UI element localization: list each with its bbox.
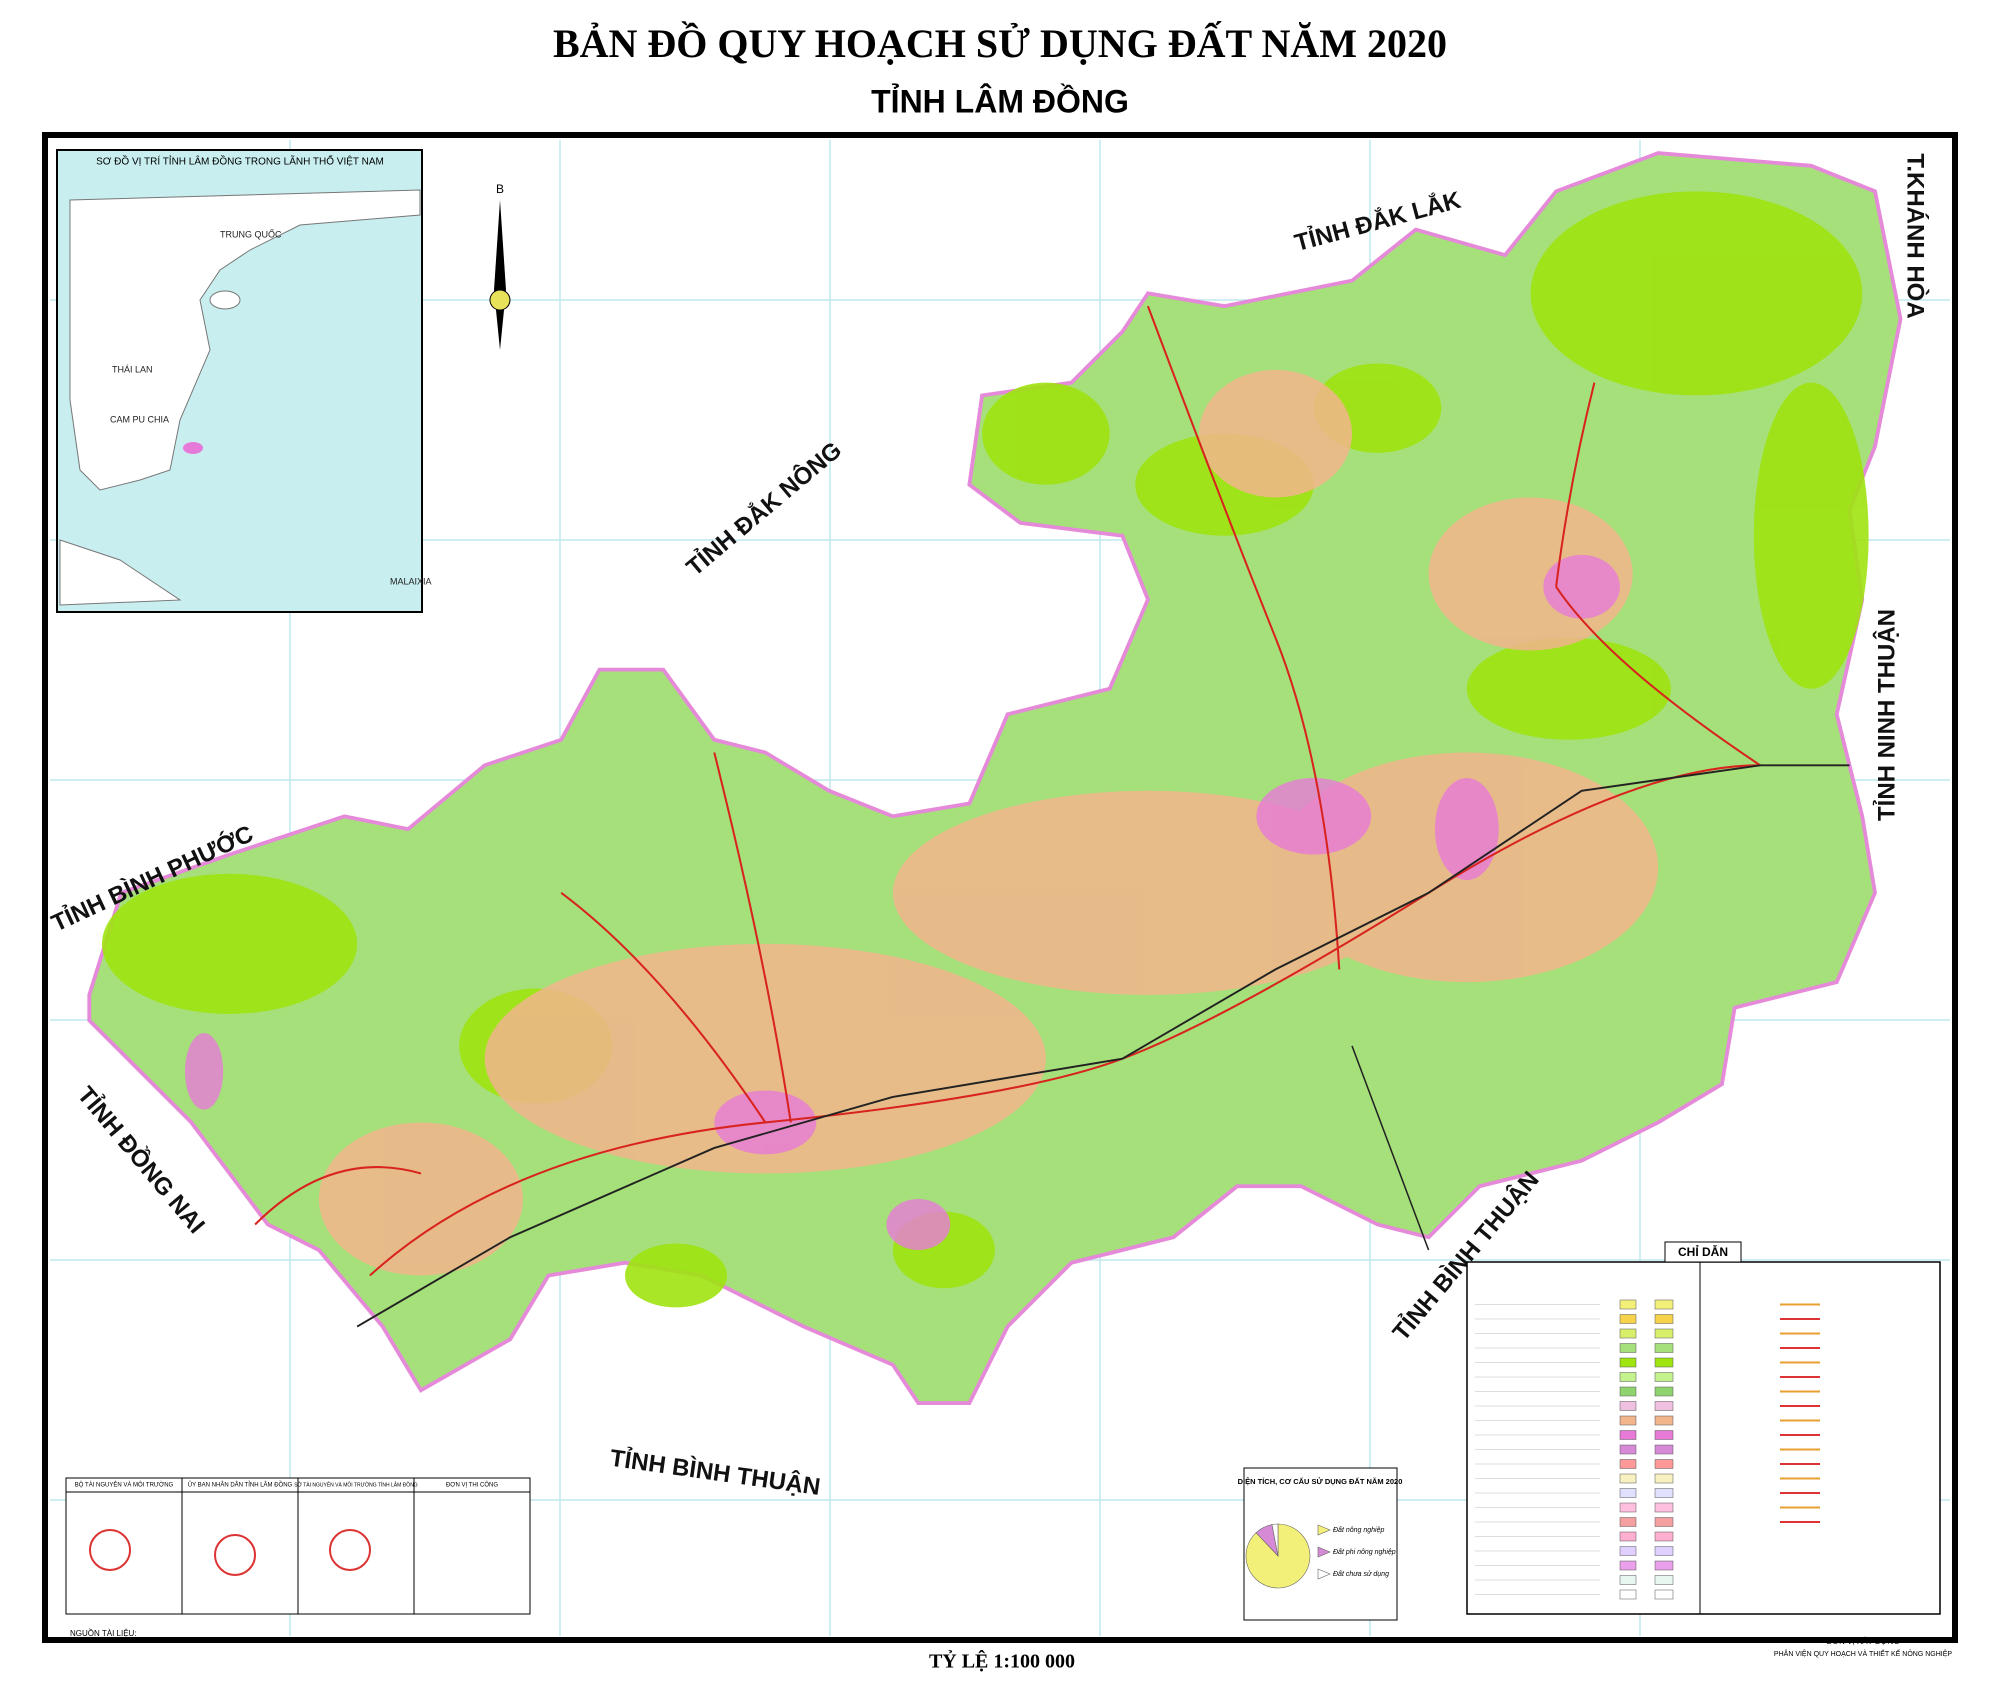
inset-label: TRUNG QUỐC xyxy=(220,228,282,239)
builder-title: ĐƠN VỊ XÂY DỰNG xyxy=(1826,1637,1899,1646)
approval-title: ĐƠN VỊ THI CÔNG xyxy=(446,1482,498,1489)
title: BẢN ĐỒ QUY HOẠCH SỬ DỤNG ĐẤT NĂM 2020 xyxy=(553,20,1447,66)
legend-swatch xyxy=(1619,1444,1637,1455)
legend-swatch xyxy=(1619,1343,1637,1353)
legend-swatch xyxy=(1619,1473,1637,1484)
approval-title: SỞ TÀI NGUYÊN VÀ MÔI TRƯỜNG TỈNH LÂM ĐỒN… xyxy=(294,1480,418,1488)
legend-swatch xyxy=(1619,1546,1637,1556)
legend-swatch xyxy=(1619,1430,1637,1440)
legend-key xyxy=(1317,1546,1331,1558)
legend-swatch xyxy=(1619,1357,1637,1368)
inset-map: SƠ ĐỒ VỊ TRÍ TỈNH LÂM ĐỒNG TRONG LÃNH TH… xyxy=(56,149,432,613)
legend-swatch xyxy=(1654,1488,1674,1498)
legend-swatch xyxy=(1654,1473,1674,1484)
legend-swatch xyxy=(1654,1415,1674,1426)
legend-swatch xyxy=(1619,1459,1637,1469)
legend-swatch xyxy=(1654,1430,1674,1440)
legend-swatch xyxy=(1654,1357,1674,1368)
legend-swatch xyxy=(1654,1343,1674,1353)
legend-swatch xyxy=(1619,1314,1637,1324)
approval-title: BỘ TÀI NGUYÊN VÀ MÔI TRƯỜNG xyxy=(75,1481,174,1489)
legend-swatch xyxy=(1654,1328,1674,1339)
legend-swatch xyxy=(1619,1488,1637,1498)
legend-swatch xyxy=(1654,1502,1674,1513)
legend-swatch xyxy=(1619,1589,1637,1600)
legend-key xyxy=(1317,1568,1331,1580)
pie-slice xyxy=(1271,1523,1279,1557)
legend-key xyxy=(1317,1524,1331,1536)
source-label: NGUỒN TÀI LIỆU: xyxy=(70,1628,137,1638)
legend-swatch xyxy=(1619,1575,1637,1585)
legend-swatch xyxy=(1654,1444,1674,1455)
legend-swatch xyxy=(1654,1546,1674,1556)
legend-swatch xyxy=(1619,1531,1637,1542)
legend-swatch xyxy=(1654,1560,1674,1571)
legend-swatch xyxy=(1619,1401,1637,1411)
inset-label: CAM PU CHIA xyxy=(110,414,169,424)
legend-swatch xyxy=(1619,1502,1637,1513)
legend-swatch xyxy=(1654,1299,1674,1310)
legend-swatch xyxy=(1654,1372,1674,1382)
legend-title: CHỈ DẪN xyxy=(1678,1244,1728,1259)
pie-label: Đất nông nghiệp xyxy=(1333,1526,1384,1534)
legend-swatch xyxy=(1654,1401,1674,1411)
legend-swatch xyxy=(1619,1372,1637,1382)
legend-swatch xyxy=(1619,1328,1637,1339)
legend-swatch xyxy=(1654,1531,1674,1542)
pie-box: DIỆN TÍCH, CƠ CẤU SỬ DỤNG ĐẤT NĂM 2020 Đ… xyxy=(1238,1467,1403,1621)
scale: TỶ LỆ 1:100 000 xyxy=(929,1650,1075,1673)
legend-swatch xyxy=(1654,1575,1674,1585)
approval-title: ỦY BAN NHÂN DÂN TỈNH LÂM ĐỒNG xyxy=(188,1482,293,1489)
legend-swatch xyxy=(1619,1560,1637,1571)
legend-swatch xyxy=(1654,1589,1674,1600)
legend-swatch xyxy=(1654,1459,1674,1469)
legend-swatch xyxy=(1619,1517,1637,1527)
pie-label: Đất phi nông nghiệp xyxy=(1333,1548,1396,1556)
approvals: BỘ TÀI NGUYÊN VÀ MÔI TRƯỜNG ỦY BAN NHÂN … xyxy=(65,1477,531,1615)
legend-swatch xyxy=(1654,1386,1674,1397)
compass-label: B xyxy=(496,182,504,196)
builder-name: PHÂN VIỆN QUY HOẠCH VÀ THIẾT KẾ NÔNG NGH… xyxy=(1774,1648,1952,1658)
inset-label: THÁI LAN xyxy=(112,364,153,374)
subtitle: TỈNH LÂM ĐỒNG xyxy=(871,83,1129,119)
legend: CHỈ DẪN xyxy=(1466,1241,1941,1615)
compass: B xyxy=(489,182,511,350)
inset-label: MALAIXIA xyxy=(390,576,432,586)
neighbor-label: T.KHÁNH HÒA xyxy=(1902,153,1930,318)
legend-swatch xyxy=(1654,1314,1674,1324)
neighbor-label: TỈNH NINH THUẬN xyxy=(1871,609,1900,821)
legend-swatch xyxy=(1619,1415,1637,1426)
legend-swatch xyxy=(1619,1299,1637,1310)
inset-title: SƠ ĐỒ VỊ TRÍ TỈNH LÂM ĐỒNG TRONG LÃNH TH… xyxy=(96,155,384,168)
pie-title: DIỆN TÍCH, CƠ CẤU SỬ DỤNG ĐẤT NĂM 2020 xyxy=(1238,1476,1403,1486)
province-map xyxy=(87,151,1903,1405)
legend-swatch xyxy=(1619,1386,1637,1397)
legend-swatch xyxy=(1654,1517,1674,1527)
pie-label: Đất chưa sử dụng xyxy=(1333,1570,1389,1578)
